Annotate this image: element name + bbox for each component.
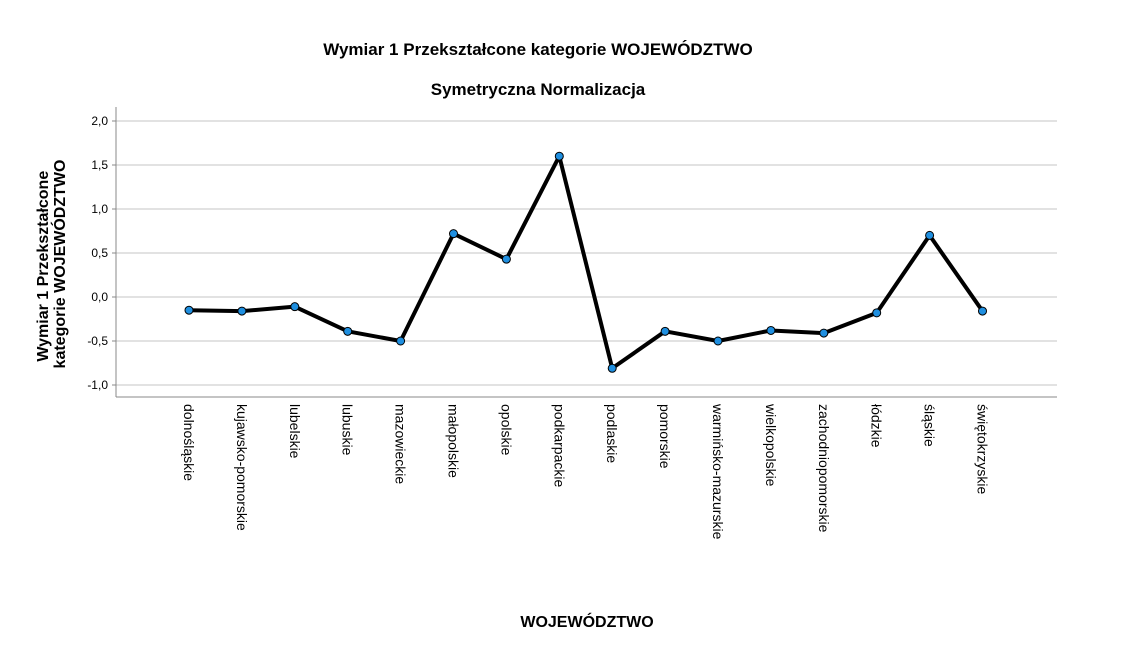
x-tick-label: zachodniopomorskie [816,404,832,533]
x-tick-label: opolskie [498,404,514,456]
y-tick-label: -0,5 [87,334,108,348]
y-tick-label: 0,5 [91,246,108,260]
chart-title: Wymiar 1 Przekształcone kategorie WOJEWÓ… [323,40,753,59]
data-point [184,305,194,315]
data-point [660,326,670,336]
data-point [501,254,511,264]
data-point [554,151,564,161]
x-tick-label: pomorskie [657,404,673,469]
data-point [290,302,300,312]
y-tick-label: 1,0 [91,202,108,216]
data-point [766,325,776,335]
data-point [925,230,935,240]
x-axis-title: WOJEWÓDZTWO [520,612,653,631]
y-tick-label: 0,0 [91,290,108,304]
x-tick-label: lubelskie [287,404,303,459]
x-tick-label: warmińsko-mazurskie [710,403,726,540]
x-tick-label: lubuskie [340,404,356,456]
y-tick-label: -1,0 [87,378,108,392]
y-tick-label: 2,0 [91,114,108,128]
y-axis-title-line-2: kategorie WOJEWÓDZTWO [50,160,69,369]
data-point [872,308,882,318]
chart-subtitle: Symetryczna Normalizacja [430,80,646,99]
x-tick-label: kujawsko-pomorskie [234,404,250,531]
x-tick-labels: dolnośląskie kujawsko-pomorskie lubelskie l… [181,403,991,540]
x-tick-label: świętokrzyskie [975,404,991,494]
data-point [343,326,353,336]
x-tick-label: małopolskie [446,404,462,478]
data-point [237,306,247,316]
y-tick-labels: 2,0 1,5 1,0 0,5 0,0 -0,5 -1,0 [87,114,108,392]
y-axis-title-line-1: Wymiar 1 Przekształcone [35,171,52,362]
data-point [449,229,458,239]
x-tick-label: podlaskie [604,404,620,463]
data-point [713,336,723,346]
axes [112,107,1057,398]
x-tick-label: podkarpackie [551,404,567,487]
series [184,151,987,373]
data-point [819,328,829,338]
y-tick-label: 1,5 [91,158,108,172]
x-tick-label: mazowieckie [393,404,409,484]
x-tick-label: łódzkie [869,404,885,448]
y-axis-title: Wymiar 1 Przekształcone kategorie WOJEWÓ… [35,160,69,369]
data-point [607,363,617,373]
data-point [978,306,987,316]
x-tick-label: śląskie [922,404,938,447]
x-tick-label: wielkopolskie [763,403,779,487]
x-tick-label: dolnośląskie [181,404,197,481]
data-point [396,336,406,346]
series-line [188,154,985,371]
grid-lines [116,120,1057,386]
